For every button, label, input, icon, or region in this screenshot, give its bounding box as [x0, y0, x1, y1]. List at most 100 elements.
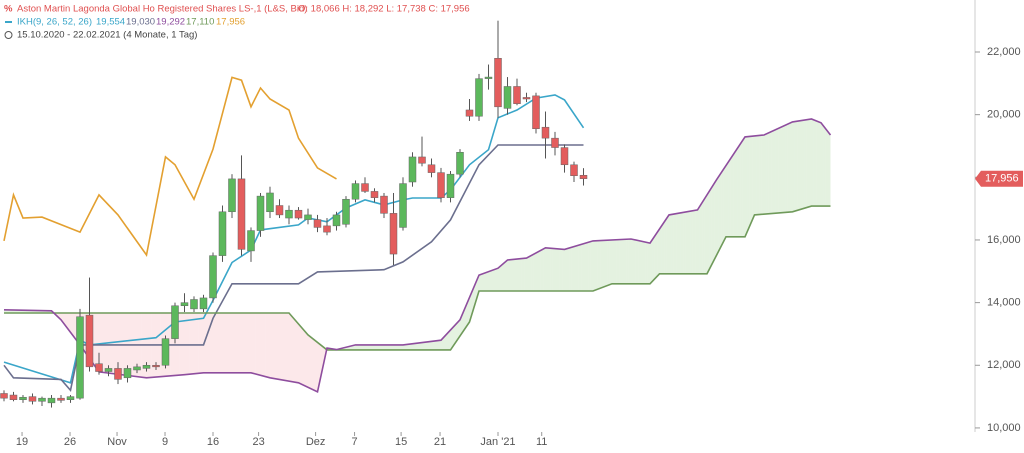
candle-body	[38, 397, 46, 402]
cloud-fill	[657, 229, 660, 277]
cloud-fill	[709, 187, 712, 270]
indicator-line	[3, 76, 337, 257]
instrument-title: Aston Martin Lagonda Global Ho Registere…	[17, 4, 307, 15]
cloud-fill	[661, 221, 665, 274]
candle-body	[114, 368, 122, 380]
cloud-fill	[740, 140, 743, 237]
cloud-fill	[794, 121, 798, 212]
cloud-fill	[381, 344, 384, 350]
candle-body	[19, 396, 27, 400]
cloud-fill	[749, 136, 753, 226]
cloud-fill	[191, 312, 194, 374]
cloud-fill	[818, 121, 822, 207]
cloud-fill	[452, 324, 456, 347]
candle-body	[456, 151, 464, 175]
cloud-fill	[673, 213, 677, 274]
cloud-fill	[611, 239, 615, 284]
cloud-fill	[431, 341, 434, 350]
cloud-fill	[315, 340, 318, 392]
candle-body	[532, 95, 540, 130]
cloud	[3, 119, 831, 392]
cloud-fill	[616, 239, 620, 284]
cloud-fill	[243, 312, 247, 373]
cloud-fill	[707, 191, 710, 274]
cloud-fill	[799, 120, 803, 210]
x-tick-label: 15	[395, 436, 407, 448]
cloud-fill	[391, 344, 394, 350]
cloud-fill	[690, 210, 693, 274]
indicator-value: 17,956	[216, 17, 245, 28]
cloud-fill	[450, 327, 453, 350]
candle-body	[9, 394, 18, 400]
cloud-fill	[362, 344, 365, 350]
candle-body	[560, 147, 569, 166]
candle-body	[570, 164, 578, 176]
cloud-fill	[402, 344, 406, 350]
cloud-fill	[94, 312, 97, 369]
candle-body	[152, 365, 160, 368]
candle-body	[171, 305, 179, 339]
cloud-fill	[821, 122, 824, 207]
candle-body	[465, 109, 474, 117]
cloud-fill	[253, 312, 256, 375]
cloud-fill	[426, 341, 430, 350]
cloud-fill	[533, 252, 536, 292]
candle-body	[522, 97, 531, 100]
cloud-fill	[241, 312, 244, 373]
cloud-fill	[262, 312, 266, 377]
cloud-fill	[455, 322, 458, 343]
cloud-fill	[590, 240, 593, 292]
cloud-fill	[647, 242, 650, 284]
cloud-fill	[600, 240, 603, 289]
cloud-fill	[70, 312, 73, 336]
cloud-fill	[410, 343, 413, 350]
cloud-fill	[364, 344, 368, 350]
cloud-fill	[113, 312, 116, 374]
cloud-fill	[236, 312, 240, 373]
cloud-fill	[825, 128, 829, 207]
cloud-fill	[98, 312, 102, 373]
cloud-fill	[671, 214, 674, 274]
indicator-value: 19,030	[126, 17, 155, 28]
indicator-line	[3, 118, 832, 394]
cloud-fill	[790, 121, 793, 212]
cloud-fill	[597, 240, 601, 290]
cloud-fill	[778, 127, 781, 213]
cloud-fill	[652, 236, 655, 282]
cloud-fill	[488, 270, 491, 292]
cloud-fill	[386, 344, 389, 350]
candle-body	[57, 397, 65, 401]
candle-body	[380, 195, 388, 214]
cloud-fill	[804, 119, 807, 209]
x-tick-label: 9	[162, 436, 168, 448]
cloud-fill	[635, 240, 639, 284]
candle-body	[351, 183, 360, 200]
cloud-fill	[208, 312, 211, 373]
candle-body	[237, 178, 246, 250]
cloud-fill	[445, 332, 449, 350]
cloud-fill	[562, 249, 565, 292]
cloud-fill	[293, 318, 297, 383]
cloud-fill	[305, 332, 308, 388]
cloud-fill	[464, 303, 468, 330]
candle-body	[494, 58, 502, 108]
cloud-fill	[711, 183, 715, 265]
last-price-label: 17,956	[985, 173, 1019, 185]
candle-body	[85, 314, 94, 368]
cloud-fill	[702, 198, 705, 274]
cloud-fill	[592, 240, 596, 292]
indicator-line	[4, 205, 831, 351]
cloud-fill	[543, 247, 546, 292]
cloud-fill	[186, 312, 190, 375]
cloud-fill	[374, 344, 377, 350]
cloud-fill	[704, 194, 708, 274]
candle-body	[218, 211, 227, 256]
x-tick-label: Nov	[107, 436, 127, 448]
candle-body	[294, 209, 303, 219]
cloud-fill	[783, 125, 786, 213]
y-tick-label: 16,000	[987, 234, 1021, 246]
cloud-fill	[604, 240, 608, 287]
cloud-fill	[509, 259, 513, 292]
cloud-fill	[626, 239, 629, 284]
cloud-fill	[676, 213, 679, 274]
